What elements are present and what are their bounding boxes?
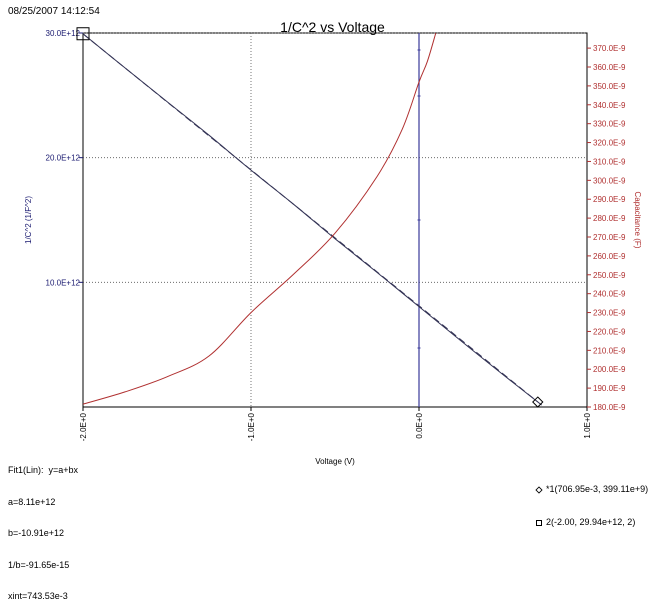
y-right-axis-label: Capacitance (F) — [633, 192, 642, 249]
square-icon — [536, 519, 542, 526]
x-tick-label: 1.0E+0 — [583, 412, 592, 438]
y-left-tick-label: 20.0E+12 — [46, 154, 81, 163]
fit-box: Fit1(Lin): y=a+bx a=8.11e+12 b=-10.91e+1… — [8, 444, 78, 612]
x-tick-label: -2.0E+0 — [79, 412, 88, 441]
cursor-readout-text: *1(706.95e-3, 399.11e+9) — [546, 484, 649, 494]
y-right-tick-label: 280.0E-9 — [593, 214, 626, 223]
cursor-marker-diamond — [532, 396, 544, 408]
y-right-tick-label: 360.0E-9 — [593, 63, 626, 72]
y-right-tick-label: 210.0E-9 — [593, 346, 626, 355]
y-right-tick-label: 370.0E-9 — [593, 44, 626, 53]
fit-line: b=-10.91e+12 — [8, 528, 65, 538]
fit-line: a=8.11e+12 — [8, 496, 56, 507]
cursor-readout-2: 2(-2.00, 29.94e+12, 2) — [536, 517, 648, 528]
y-left-tick-label: 10.0E+12 — [46, 278, 81, 287]
plot-frame — [82, 32, 588, 408]
cursor-readout-1: *1(706.95e-3, 399.11e+9) — [535, 484, 649, 495]
cursor-readout-text: 2(-2.00, 29.94e+12, 2) — [546, 517, 636, 527]
cursor-marker-square — [76, 27, 90, 41]
chart-title: 1/C^2 vs Voltage — [280, 19, 385, 35]
y-right-tick-label: 200.0E-9 — [593, 365, 626, 374]
y-right-tick-label: 350.0E-9 — [593, 82, 626, 91]
y-right-tick-label: 330.0E-9 — [593, 120, 626, 129]
x-tick-label: 0.0E+0 — [415, 412, 424, 438]
y-right-tick-label: 230.0E-9 — [593, 309, 626, 318]
y-right-tick-label: 300.0E-9 — [593, 176, 626, 185]
x-tick-label: -1.0E+0 — [247, 412, 256, 441]
chart: -2.0E+0 -1.0E+0 0.0E+0 1.0E+0 10.0E+12 20.0E+… — [24, 27, 642, 466]
y-right-tick-label: 270.0E-9 — [593, 233, 626, 242]
y-left-axis-label: 1/C^2 (1/F^2) — [24, 196, 33, 244]
y-right-tick-label: 290.0E-9 — [593, 195, 626, 204]
timestamp: 08/25/2007 14:12:54 — [8, 6, 100, 17]
fit-line: Fit1(Lin): y=a+bx — [8, 465, 79, 475]
y-right-tick-label: 320.0E-9 — [593, 139, 626, 148]
y-right-tick-label: 340.0E-9 — [593, 101, 626, 110]
y-right-tick-label: 240.0E-9 — [593, 290, 626, 299]
y-right-tick-label: 310.0E-9 — [593, 157, 626, 166]
fit-line: 1/b=-91.65e-15 — [8, 559, 70, 570]
capacitance-series-line — [82, 32, 437, 405]
y-left-tick-label: 30.0E+12 — [46, 29, 81, 38]
y-right-tick-label: 250.0E-9 — [593, 271, 626, 280]
x-axis-label: Voltage (V) — [315, 457, 355, 466]
cursor-readouts: *1(706.95e-3, 399.11e+9) 2(-2.00, 29.94e… — [535, 462, 649, 539]
fit-line: xint=743.53e-3 — [8, 591, 68, 601]
y-right-tick-label: 190.0E-9 — [593, 384, 626, 393]
y-right-tick-label: 260.0E-9 — [593, 252, 626, 261]
y-right-tick-label: 180.0E-9 — [593, 403, 626, 412]
y-right-tick-label: 220.0E-9 — [593, 327, 626, 336]
diamond-icon — [535, 485, 543, 494]
